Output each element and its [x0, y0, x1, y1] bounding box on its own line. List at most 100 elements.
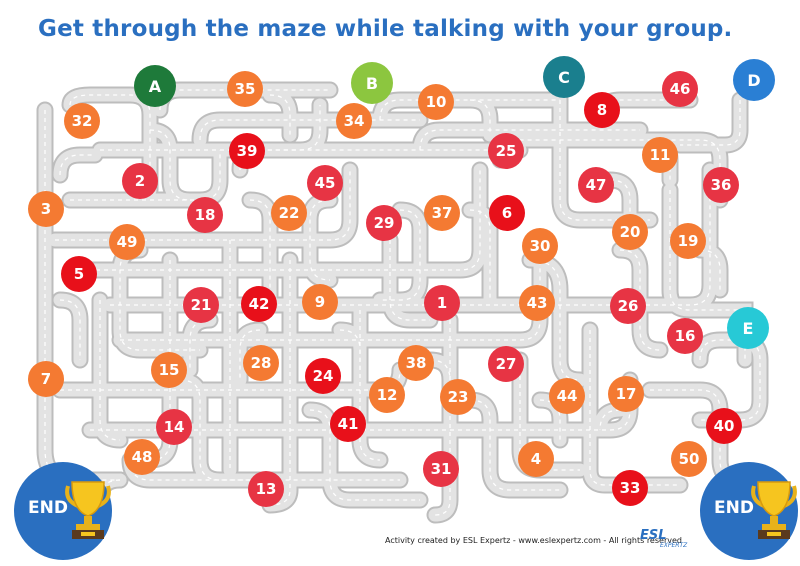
- number-node[interactable]: 22: [271, 195, 307, 231]
- road-center-line: [609, 179, 631, 230]
- number-node[interactable]: 39: [229, 133, 265, 169]
- number-node[interactable]: 10: [418, 84, 454, 120]
- brand-logo-sub: EXPERTZ: [660, 542, 688, 549]
- road-center-line: [269, 94, 291, 135]
- road-center-line: [59, 299, 81, 360]
- road-center-line: [469, 99, 491, 135]
- road-center-line: [379, 99, 560, 121]
- road-surface: [53, 148, 102, 182]
- number-node[interactable]: 34: [336, 103, 372, 139]
- number-node[interactable]: 47: [578, 167, 614, 203]
- number-node[interactable]: 42: [241, 286, 277, 322]
- trophy-icon: [751, 481, 797, 539]
- road-surface: [73, 163, 487, 277]
- road-center-line: [419, 129, 640, 151]
- road-center-line: [55, 170, 351, 241]
- number-node[interactable]: 23: [440, 379, 476, 415]
- page-title: Get through the maze while talking with …: [38, 16, 733, 42]
- road-center-line: [680, 100, 741, 146]
- footer-credit: Activity created by ESL Expertz - www.es…: [385, 536, 682, 545]
- start-b[interactable]: B: [351, 62, 393, 104]
- road-center-line: [239, 329, 261, 380]
- number-node[interactable]: 9: [302, 284, 338, 320]
- number-node[interactable]: 8: [584, 92, 620, 128]
- number-node[interactable]: 20: [612, 214, 648, 250]
- number-node[interactable]: 35: [227, 71, 263, 107]
- number-node[interactable]: 15: [151, 352, 187, 388]
- number-node[interactable]: 40: [706, 408, 742, 444]
- start-d[interactable]: D: [733, 59, 775, 101]
- road-surface: [53, 293, 87, 367]
- number-node[interactable]: 14: [156, 409, 192, 445]
- road-center-line: [434, 320, 451, 516]
- number-node[interactable]: 50: [671, 441, 707, 477]
- number-node[interactable]: 49: [109, 224, 145, 260]
- end-label: END: [28, 498, 68, 518]
- road-center-line: [699, 249, 721, 290]
- number-node[interactable]: 25: [488, 133, 524, 169]
- number-node[interactable]: 43: [519, 285, 555, 321]
- number-node[interactable]: 41: [330, 406, 366, 442]
- end-label: END: [714, 498, 754, 518]
- number-node[interactable]: 45: [307, 165, 343, 201]
- road-center-line: [599, 409, 621, 431]
- road-surface: [243, 193, 277, 307]
- road-center-line: [699, 339, 761, 421]
- number-node[interactable]: 32: [64, 103, 100, 139]
- number-node[interactable]: 33: [612, 470, 648, 506]
- number-node[interactable]: 21: [183, 287, 219, 323]
- road-center-line: [249, 199, 271, 300]
- number-node[interactable]: 16: [667, 318, 703, 354]
- number-node[interactable]: 44: [549, 378, 585, 414]
- road-center-line: [199, 119, 420, 141]
- road-center-line: [69, 94, 151, 190]
- end-goal-left[interactable]: END: [14, 462, 112, 560]
- road-center-line: [469, 399, 560, 491]
- road-center-line: [269, 260, 291, 506]
- road-surface: [553, 93, 657, 227]
- number-node[interactable]: 11: [642, 137, 678, 173]
- number-node[interactable]: 1: [424, 285, 460, 321]
- number-node[interactable]: 30: [522, 228, 558, 264]
- number-node[interactable]: 17: [608, 376, 644, 412]
- trophy-icon: [65, 481, 111, 539]
- number-node[interactable]: 13: [248, 471, 284, 507]
- number-node[interactable]: 26: [610, 288, 646, 324]
- number-node[interactable]: 3: [28, 191, 64, 227]
- road-center-line: [179, 379, 260, 481]
- number-node[interactable]: 5: [61, 256, 97, 292]
- road-center-line: [589, 330, 680, 486]
- start-a[interactable]: A: [134, 65, 176, 107]
- road-surface: [663, 183, 752, 367]
- number-node[interactable]: 4: [518, 441, 554, 477]
- number-node[interactable]: 36: [703, 167, 739, 203]
- number-node[interactable]: 38: [398, 345, 434, 381]
- road-center-line: [149, 129, 191, 201]
- number-node[interactable]: 28: [243, 345, 279, 381]
- number-node[interactable]: 7: [28, 361, 64, 397]
- road-center-line: [469, 209, 491, 300]
- start-e[interactable]: E: [727, 307, 769, 349]
- number-node[interactable]: 24: [305, 358, 341, 394]
- road-center-line: [359, 310, 381, 461]
- road-center-line: [99, 300, 121, 441]
- number-node[interactable]: 37: [424, 195, 460, 231]
- number-node[interactable]: 31: [423, 451, 459, 487]
- number-node[interactable]: 29: [366, 205, 402, 241]
- number-node[interactable]: 12: [369, 377, 405, 413]
- start-c[interactable]: C: [543, 56, 585, 98]
- number-node[interactable]: 18: [187, 197, 223, 233]
- road-center-line: [309, 409, 420, 501]
- end-goal-right[interactable]: END: [700, 462, 798, 560]
- number-node[interactable]: 2: [122, 163, 158, 199]
- road-surface: [193, 113, 427, 147]
- number-node[interactable]: 48: [124, 439, 160, 475]
- road-surface: [333, 323, 367, 377]
- number-node[interactable]: 19: [670, 223, 706, 259]
- road-center-line: [380, 209, 421, 301]
- road-center-line: [59, 154, 95, 176]
- number-node[interactable]: 46: [662, 71, 698, 107]
- number-node[interactable]: 27: [488, 346, 524, 382]
- number-node[interactable]: 6: [489, 195, 525, 231]
- road-center-line: [339, 329, 361, 370]
